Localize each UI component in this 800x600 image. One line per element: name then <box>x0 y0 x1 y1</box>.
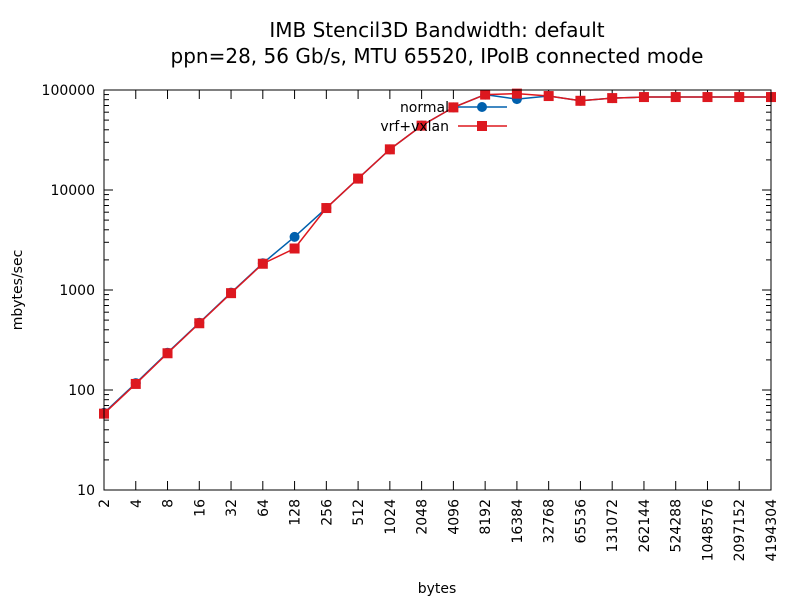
x-tick-label: 524288 <box>669 499 685 552</box>
legend-marker <box>477 121 487 131</box>
x-tick-labels: 2 4 8 16 32 64 128 256 512 1024 2048 4096 8192 16384 3… <box>97 499 780 561</box>
y-tick-label: 10000 <box>50 183 95 199</box>
y-tick-label: 10 <box>77 483 95 499</box>
x-tick-label: 128 <box>288 499 304 526</box>
x-tick-label: 8 <box>161 499 177 508</box>
axis-ticks <box>103 89 772 491</box>
data-point <box>194 318 205 329</box>
x-tick-label: 256 <box>319 499 335 526</box>
x-tick-label: 4 <box>129 499 145 508</box>
data-point <box>384 144 395 155</box>
series-layer <box>99 88 776 419</box>
data-point <box>448 102 459 113</box>
data-point <box>289 243 300 254</box>
data-point <box>162 348 173 359</box>
x-tick-label: 4096 <box>446 499 462 535</box>
series-line <box>103 93 771 414</box>
x-tick-label: 8192 <box>478 499 494 535</box>
series-normal <box>99 89 776 418</box>
x-tick-label: 131072 <box>605 499 621 552</box>
y-tick-label: 1000 <box>59 283 95 299</box>
x-tick-label: 64 <box>256 499 272 517</box>
x-axis-label: bytes <box>418 581 457 597</box>
x-tick-label: 262144 <box>637 499 653 553</box>
legend-label: normal <box>400 100 449 116</box>
series-vrf-vxlan <box>99 88 776 419</box>
data-point <box>353 173 364 184</box>
data-point <box>638 92 649 103</box>
x-tick-label: 2097152 <box>732 499 748 561</box>
data-point <box>257 258 268 269</box>
y-tick-labels: 10 100 1000 10000 100000 <box>42 83 95 499</box>
data-point <box>670 92 681 103</box>
chart-title: IMB Stencil3D Bandwidth: default <box>269 18 604 42</box>
data-point <box>607 93 618 104</box>
data-point <box>416 120 427 131</box>
legend-label: vrf+vxlan <box>380 119 449 135</box>
x-tick-label: 16 <box>192 499 208 517</box>
data-point <box>480 89 491 100</box>
legend: normal vrf+vxlan <box>380 100 507 135</box>
data-point <box>289 231 300 242</box>
x-tick-label: 16384 <box>510 499 526 544</box>
data-point <box>511 88 522 99</box>
x-tick-label: 1024 <box>383 499 399 535</box>
chart-subtitle: ppn=28, 56 Gb/s, MTU 65520, IPoIB connec… <box>171 44 704 68</box>
y-tick-label: 100 <box>68 383 95 399</box>
x-tick-label: 32768 <box>542 499 558 544</box>
x-tick-label: 2048 <box>415 499 431 535</box>
y-axis-label: mbytes/sec <box>10 250 26 331</box>
series-line <box>103 92 771 415</box>
x-tick-label: 512 <box>351 499 367 526</box>
x-tick-label: 4194304 <box>764 499 780 561</box>
x-tick-label: 32 <box>224 499 240 517</box>
data-point <box>226 288 237 299</box>
data-point <box>734 92 745 103</box>
data-point <box>543 91 554 102</box>
x-tick-label: 2 <box>97 499 113 508</box>
plot-frame <box>103 89 772 491</box>
x-tick-label: 1048576 <box>700 499 716 561</box>
x-tick-label: 65536 <box>573 499 589 544</box>
data-point <box>702 92 713 103</box>
legend-marker <box>477 102 487 112</box>
y-tick-label: 100000 <box>42 83 95 99</box>
data-point <box>130 378 141 389</box>
data-point <box>575 95 586 106</box>
data-point <box>321 203 332 214</box>
